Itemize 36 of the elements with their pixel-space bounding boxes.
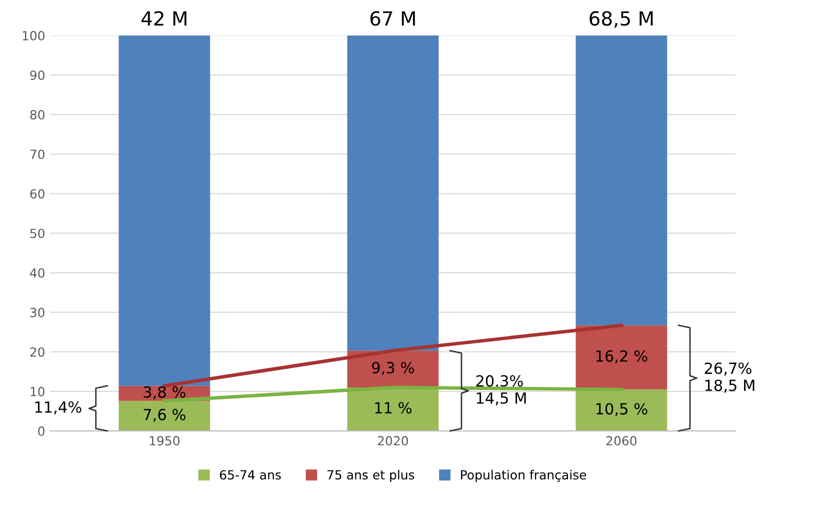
x-tick-label: 2060 xyxy=(606,436,636,446)
legend-label: Population française xyxy=(461,470,586,482)
data-label: 16,2 % xyxy=(596,350,648,364)
y-tick-label: 90 xyxy=(30,70,44,80)
annotation: 67 M xyxy=(370,11,415,26)
bar xyxy=(118,35,210,386)
y-tick-label: 0 xyxy=(38,426,44,436)
x-tick-label: 2020 xyxy=(378,436,408,446)
y-tick-label: 50 xyxy=(30,228,44,238)
bar xyxy=(576,35,668,326)
y-tick-label: 20 xyxy=(30,347,44,357)
x-tick-label: 1950 xyxy=(150,436,180,446)
legend-label: 65-74 ans xyxy=(220,470,281,480)
annotation: 26,7% 18,5 M xyxy=(704,362,754,393)
bar xyxy=(576,325,668,390)
y-tick-label: 80 xyxy=(30,110,44,120)
annotation: 20,3% 14,5 M xyxy=(476,375,526,406)
data-label: 9,3 % xyxy=(372,362,414,376)
y-tick-label: 10 xyxy=(30,386,44,396)
annotation: 68,5 M xyxy=(590,11,653,28)
y-tick-label: 100 xyxy=(22,30,44,40)
y-tick-label: 40 xyxy=(30,268,44,278)
y-tick-label: 30 xyxy=(30,308,44,318)
annotation: 11,4% xyxy=(35,401,82,414)
data-label: 7,6 % xyxy=(144,408,186,422)
bar xyxy=(347,35,439,351)
data-label: 10,5 % xyxy=(596,403,648,416)
bar xyxy=(576,389,668,431)
data-label: 11 % xyxy=(375,402,412,414)
annotation: 42 M xyxy=(142,11,186,26)
bar xyxy=(347,387,439,431)
bar xyxy=(118,400,210,431)
y-tick-label: 70 xyxy=(30,150,44,160)
data-label: 3,8 % xyxy=(144,386,186,400)
y-tick-label: 60 xyxy=(30,189,44,199)
legend-label: 75 ans et plus xyxy=(327,470,414,482)
